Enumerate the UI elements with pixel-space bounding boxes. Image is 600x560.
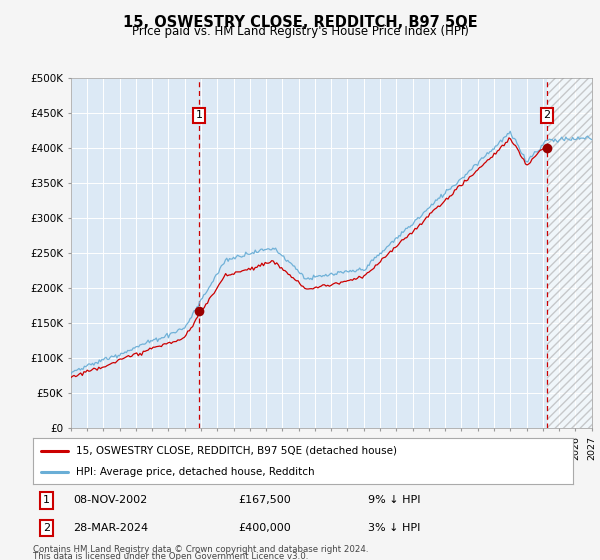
Text: 3% ↓ HPI: 3% ↓ HPI: [368, 523, 420, 533]
Text: 1: 1: [43, 496, 50, 505]
Text: Price paid vs. HM Land Registry's House Price Index (HPI): Price paid vs. HM Land Registry's House …: [131, 25, 469, 38]
Text: £400,000: £400,000: [238, 523, 291, 533]
Text: 2: 2: [543, 110, 550, 120]
Text: 15, OSWESTRY CLOSE, REDDITCH, B97 5QE: 15, OSWESTRY CLOSE, REDDITCH, B97 5QE: [122, 15, 478, 30]
Text: HPI: Average price, detached house, Redditch: HPI: Average price, detached house, Redd…: [76, 467, 315, 477]
Text: Contains HM Land Registry data © Crown copyright and database right 2024.: Contains HM Land Registry data © Crown c…: [33, 545, 368, 554]
Text: This data is licensed under the Open Government Licence v3.0.: This data is licensed under the Open Gov…: [33, 552, 308, 560]
Text: 1: 1: [196, 110, 202, 120]
Text: 08-NOV-2002: 08-NOV-2002: [74, 496, 148, 505]
Text: £167,500: £167,500: [238, 496, 291, 505]
Text: 15, OSWESTRY CLOSE, REDDITCH, B97 5QE (detached house): 15, OSWESTRY CLOSE, REDDITCH, B97 5QE (d…: [76, 446, 397, 456]
Text: 2: 2: [43, 523, 50, 533]
Text: 28-MAR-2024: 28-MAR-2024: [74, 523, 149, 533]
Bar: [547, 78, 592, 428]
Text: 9% ↓ HPI: 9% ↓ HPI: [368, 496, 420, 505]
